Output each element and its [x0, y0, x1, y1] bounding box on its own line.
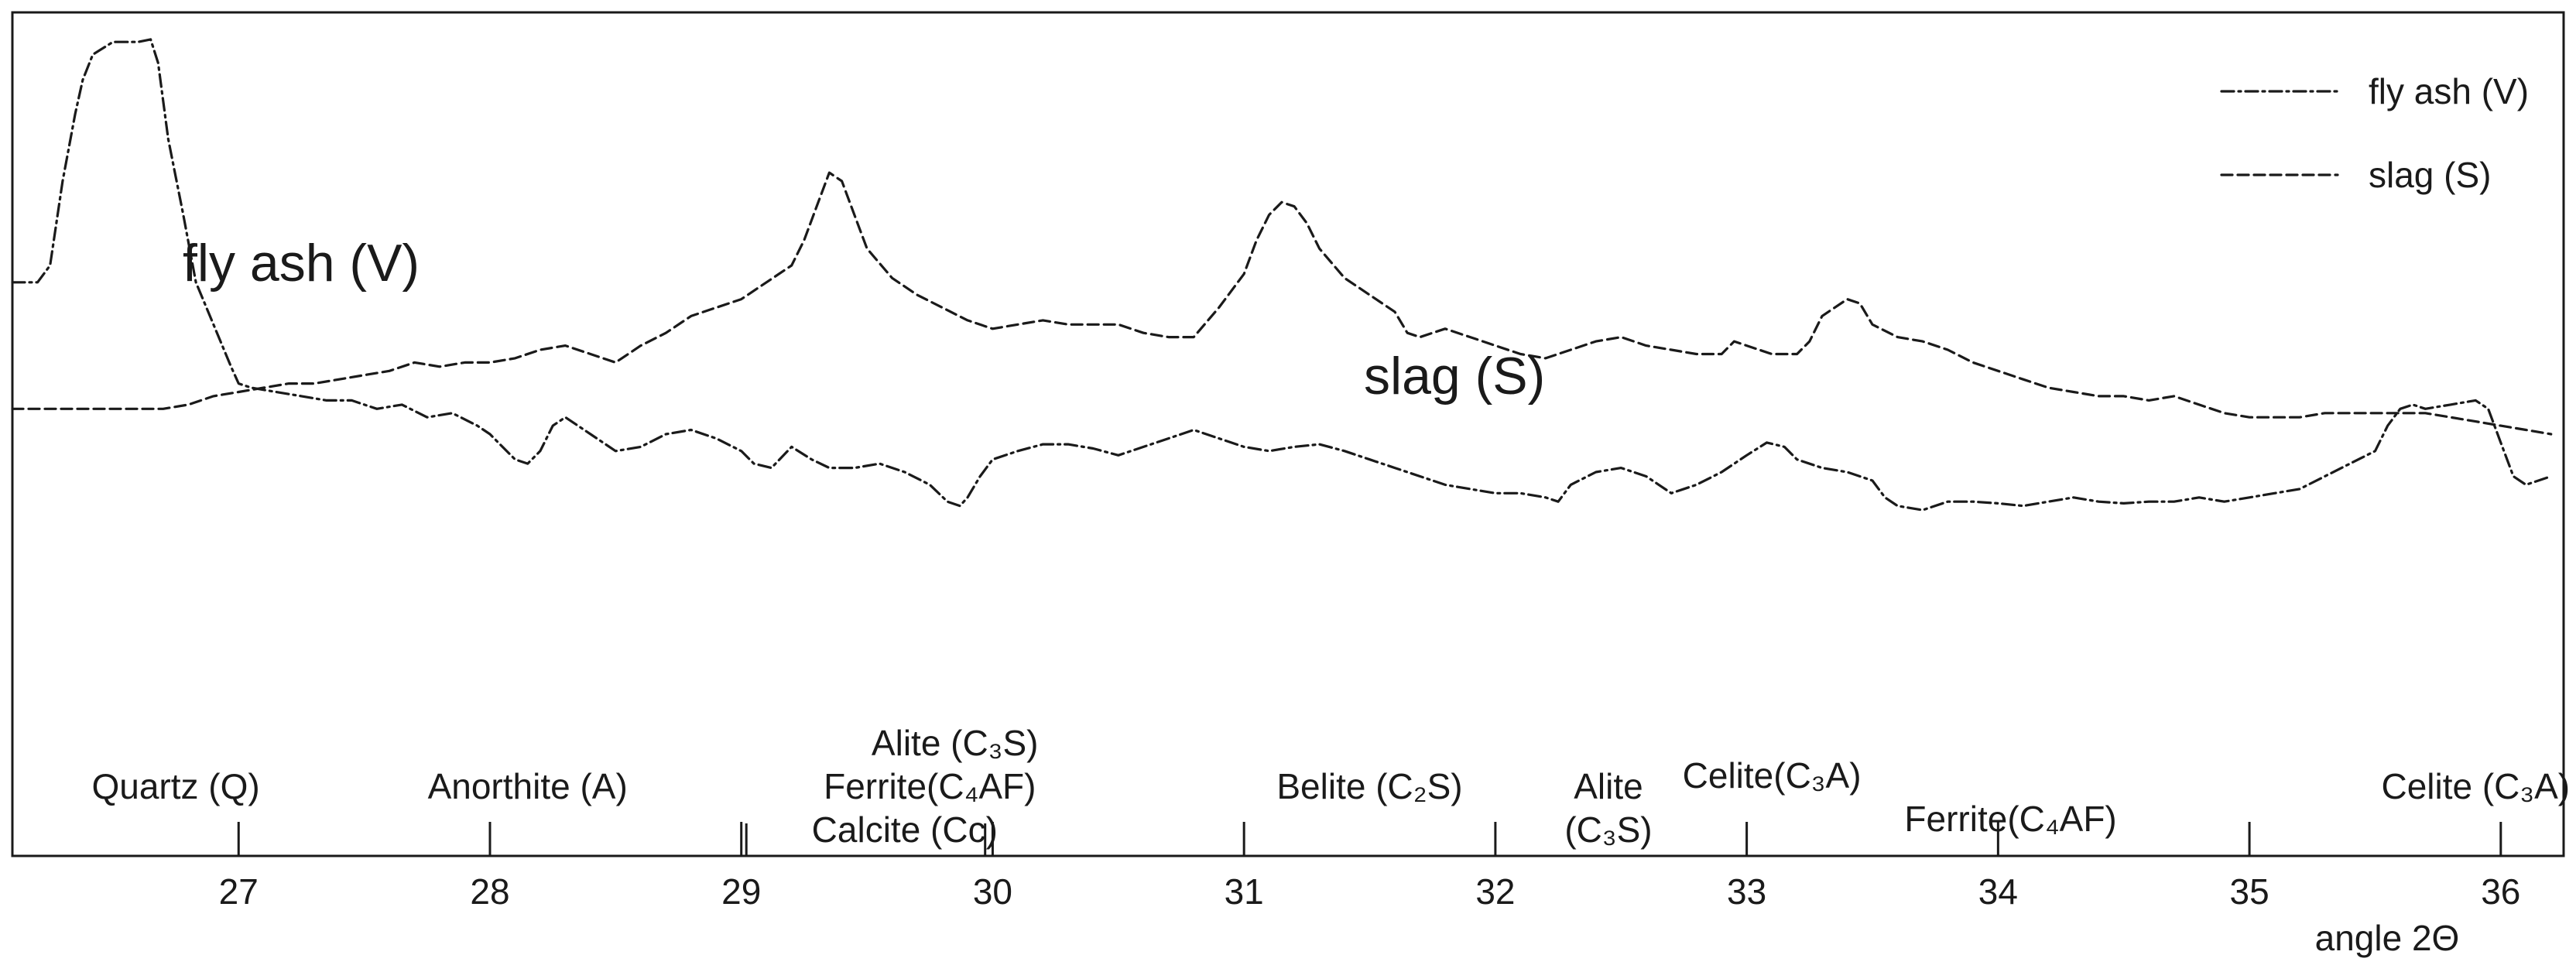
phase-labels: Quartz (Q) Anorthite (A)Alite (C₃S)Ferrit…	[91, 723, 2570, 856]
series-annotations: fly ash (V) slag (S)	[183, 234, 1545, 406]
phase-label: Ferrite(C₄AF)	[824, 766, 1036, 806]
x-tick-label: 29	[721, 871, 761, 912]
x-tick-label: 27	[219, 871, 259, 912]
series-line-1	[11, 171, 2553, 436]
phase-label: Alite	[1574, 766, 1643, 806]
x-axis-ticks: 27 28 29 30 31 32 33 34 35 36	[219, 822, 2520, 912]
legend: fly ash (V) slag (S)	[2220, 71, 2529, 195]
phase-label: Ferrite(C₄AF)	[1904, 799, 2116, 839]
x-tick-label: 35	[2230, 871, 2269, 912]
legend-label-slag: slag (S)	[2369, 155, 2491, 195]
x-axis-title: angle 2Θ	[2315, 918, 2460, 958]
x-tick-label: 28	[470, 871, 509, 912]
annotation-fly-ash: fly ash (V)	[183, 234, 420, 293]
x-tick-label: 33	[1727, 871, 1766, 912]
x-tick-label: 31	[1225, 871, 1264, 912]
series-layer	[11, 38, 2553, 512]
phase-label: Alite (C₃S)	[872, 723, 1039, 763]
phase-label: Quartz (Q)	[91, 766, 259, 806]
x-tick-label: 34	[1978, 871, 2018, 912]
phase-label: Celite (C₃A)	[2381, 766, 2570, 806]
legend-label-fly-ash: fly ash (V)	[2369, 71, 2529, 111]
phase-label: (C₃S)	[1564, 809, 1652, 850]
plot-frame	[11, 11, 2565, 857]
phase-label: Calcite (Cc)	[812, 809, 998, 850]
x-tick-label: 36	[2481, 871, 2520, 912]
phase-label: Celite(C₃A)	[1683, 755, 1862, 796]
phase-label: Belite (C₂S)	[1276, 766, 1462, 806]
x-tick-label: 32	[1475, 871, 1515, 912]
x-tick-label: 30	[973, 871, 1012, 912]
series-line-0	[11, 38, 2553, 512]
annotation-slag: slag (S)	[1364, 347, 1545, 406]
phase-label: Anorthite (A)	[428, 766, 628, 806]
